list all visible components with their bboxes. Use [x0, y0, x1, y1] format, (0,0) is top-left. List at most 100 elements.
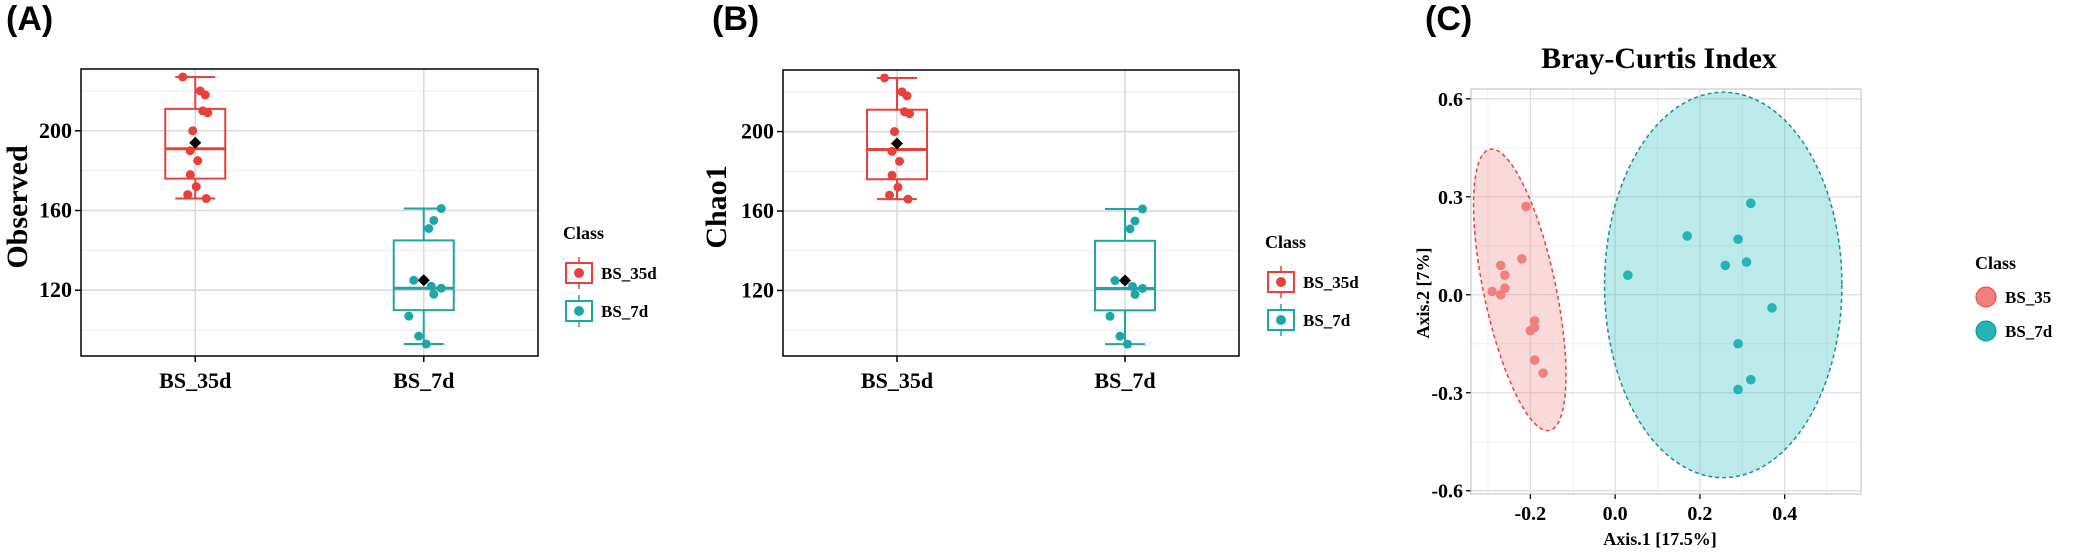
data-point — [1733, 384, 1743, 395]
box-BS_35d — [164, 72, 227, 204]
data-point — [1745, 198, 1756, 209]
data-point — [1495, 260, 1506, 271]
legend-label: BS_7d — [1303, 311, 1351, 330]
data-point — [185, 170, 195, 180]
plot-frame — [1470, 88, 1862, 495]
data-point — [185, 146, 195, 156]
confidence-ellipse — [1603, 91, 1843, 479]
box-iqr — [164, 107, 227, 180]
data-point — [890, 127, 899, 137]
panel-c-pcoa: -0.2 0.0 0.2 0.4 -0.6 -0.3 0.0 0.3 0.6 Class BS_35… — [1431, 88, 2053, 525]
x-axis-label: Axis.1 [17.5%] — [1603, 529, 1717, 549]
data-point — [1529, 355, 1540, 365]
mean-marker — [891, 137, 903, 150]
y-tick-label: 200 — [39, 118, 72, 143]
data-point — [201, 194, 211, 204]
legend-key-point — [574, 268, 584, 278]
x-tick-label: 0.2 — [1687, 503, 1712, 525]
data-point — [193, 156, 203, 166]
plot-frame — [782, 69, 1240, 357]
plot-frame — [80, 68, 539, 357]
data-point — [1733, 234, 1743, 245]
panel-label-b: (B) — [712, 0, 759, 38]
data-point — [183, 190, 193, 200]
data-point — [1130, 289, 1140, 299]
data-point — [414, 331, 424, 341]
data-point — [895, 156, 904, 166]
box-iqr — [392, 239, 455, 312]
legend: Class BS_35 BS_7d — [1975, 253, 2053, 342]
data-point — [903, 194, 913, 204]
box-BS_35d — [866, 73, 928, 204]
data-point — [1128, 281, 1137, 291]
data-point — [1682, 231, 1692, 241]
data-point — [1767, 303, 1777, 313]
data-point — [880, 73, 889, 83]
y-axis-label: Observed — [1, 145, 34, 269]
legend-key-point — [1276, 315, 1286, 325]
panel-a-boxplot: 120 160 200 BS_35d BS_7d Class BS_35d BS_7d — [39, 68, 657, 393]
legend-label: BS_7d — [2005, 322, 2053, 341]
data-point — [887, 146, 897, 156]
box-iqr — [1094, 239, 1156, 312]
data-point — [1720, 260, 1731, 271]
data-point — [887, 170, 897, 180]
y-axis-label: Chao1 — [700, 165, 733, 248]
y-tick-label: 160 — [39, 198, 72, 223]
y-tick-label: -0.6 — [1431, 481, 1463, 503]
chart-title: Bray-Curtis Index — [1541, 42, 1777, 75]
x-tick-label: -0.2 — [1515, 503, 1547, 525]
data-point — [893, 182, 903, 192]
mean-marker — [417, 274, 430, 287]
legend-label: BS_35d — [1303, 273, 1359, 292]
data-point — [203, 108, 213, 118]
data-point — [1130, 216, 1140, 226]
data-point — [1500, 270, 1510, 280]
data-point — [885, 190, 894, 200]
y-tick-label: 0.3 — [1438, 187, 1463, 209]
panel-b-boxplot: 120 160 200 BS_35d BS_7d Class BS_35d BS_7d — [741, 69, 1359, 393]
data-point — [409, 275, 419, 285]
legend-label: BS_35 — [2005, 288, 2051, 307]
data-point — [1525, 325, 1536, 336]
mean-marker — [1119, 274, 1131, 287]
data-point — [1733, 338, 1743, 349]
x-tick-label: BS_7d — [393, 368, 454, 393]
legend-label: BS_35d — [601, 264, 657, 283]
x-tick-label: BS_35d — [159, 368, 231, 393]
legend-key-point — [1975, 320, 1997, 342]
x-tick-label: BS_35d — [861, 368, 933, 393]
y-tick-label: 120 — [39, 277, 72, 302]
data-point — [436, 204, 446, 214]
plot-background — [783, 70, 1239, 356]
legend-title: Class — [563, 223, 604, 243]
data-point — [1115, 331, 1125, 341]
data-point — [1741, 257, 1752, 267]
data-point — [1745, 374, 1756, 385]
legend-title: Class — [1975, 253, 2016, 273]
data-point — [1110, 276, 1120, 286]
panel-label-a: (A) — [6, 0, 53, 38]
legend: Class BS_35d BS_7d — [563, 223, 657, 327]
confidence-ellipse — [1472, 148, 1567, 432]
y-tick-label: -0.3 — [1431, 383, 1463, 405]
data-point — [1517, 254, 1527, 264]
y-tick-label: 200 — [741, 119, 774, 144]
x-tick-label: 0.0 — [1603, 503, 1628, 525]
y-axis-label: Axis.2 [7%] — [1413, 248, 1433, 339]
data-point — [1623, 270, 1633, 280]
data-point — [1123, 339, 1132, 349]
plot-background — [81, 69, 538, 356]
data-point — [1138, 204, 1147, 214]
data-point — [1538, 368, 1548, 378]
data-point — [424, 223, 434, 233]
data-point — [429, 215, 439, 225]
data-point — [436, 283, 446, 293]
data-point — [1138, 283, 1147, 293]
y-tick-label: 0.0 — [1438, 285, 1463, 307]
y-tick-label: 120 — [741, 277, 774, 302]
data-point — [178, 72, 188, 82]
y-tick-label: 160 — [741, 198, 774, 223]
legend-key-point — [1276, 277, 1286, 287]
